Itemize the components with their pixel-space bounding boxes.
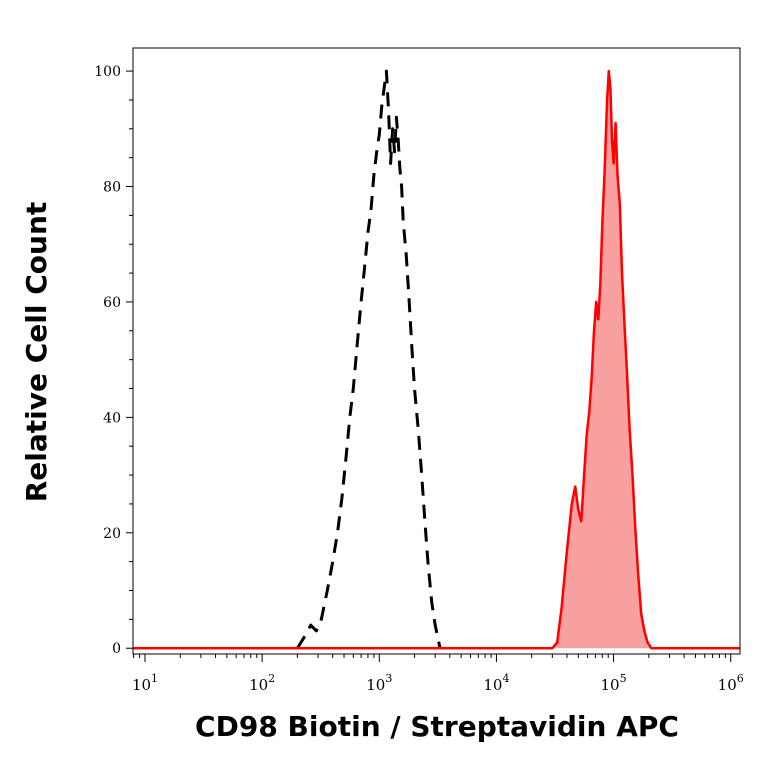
x-tick-label: 104 (483, 672, 509, 694)
y-tick-label: 100 (94, 64, 121, 80)
x-tick-label: 101 (132, 672, 158, 694)
y-tick-label: 60 (103, 295, 121, 311)
y-tick-label: 0 (112, 641, 121, 657)
x-tick-label: 102 (249, 672, 275, 694)
y-tick-label: 40 (103, 410, 121, 426)
series-0-line (296, 69, 442, 649)
x-axis: 101 102 103 104 105 106 (132, 654, 744, 694)
x-axis-title: CD98 Biotin / Streptavidin APC (195, 710, 679, 743)
series-layer (133, 69, 740, 650)
y-axis-title: Relative Cell Count (20, 202, 53, 503)
y-tick-label: 80 (103, 180, 121, 196)
y-axis: 0 20 40 60 80 100 (94, 64, 133, 657)
x-tick-label: 106 (718, 672, 744, 694)
x-tick-label: 105 (601, 672, 627, 694)
plot-frame (132, 47, 741, 655)
x-tick-label: 103 (366, 672, 392, 694)
series-1-fill (133, 71, 740, 649)
series-1-line (133, 69, 740, 650)
y-tick-label: 20 (103, 526, 121, 542)
